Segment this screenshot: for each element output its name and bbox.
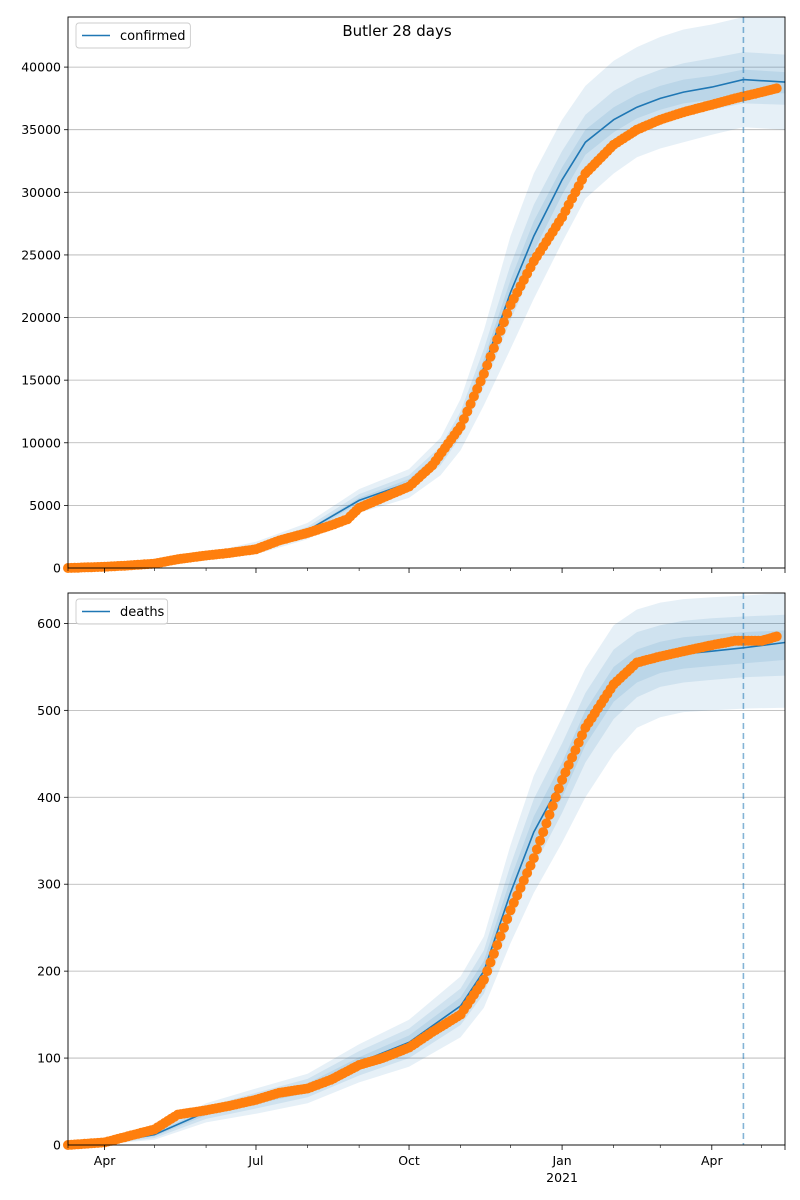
- y-tick-label: 40000: [21, 60, 61, 75]
- legend: confirmed: [75, 22, 191, 49]
- observed-point: [475, 376, 486, 387]
- observed-point: [498, 317, 509, 328]
- observed-point: [462, 406, 473, 417]
- observed-point: [538, 827, 549, 838]
- observed-point: [518, 875, 529, 886]
- observed-point: [771, 83, 782, 94]
- observed-points: [63, 83, 782, 573]
- y-tick-label: 20000: [21, 310, 61, 325]
- observed-point: [505, 905, 516, 916]
- observed-point: [478, 368, 489, 379]
- observed-point: [472, 383, 483, 394]
- observed-point: [485, 351, 496, 362]
- chart-title: Butler 28 days: [342, 22, 451, 40]
- observed-point: [577, 730, 587, 741]
- y-tick-label: 100: [37, 1051, 61, 1066]
- observed-point: [512, 890, 523, 901]
- observed-point: [468, 391, 479, 402]
- x-tick-label: Jan: [551, 1153, 571, 1168]
- model-line: [67, 78, 786, 569]
- observed-point: [465, 399, 476, 409]
- model-line: [67, 641, 786, 1146]
- y-tick-label: 400: [37, 790, 61, 805]
- observed-point: [478, 974, 489, 985]
- observed-point: [482, 360, 493, 371]
- observed-point: [531, 844, 542, 855]
- x-tick-label: Apr: [94, 1153, 116, 1168]
- y-tick-label: 300: [37, 877, 61, 892]
- observed-point: [502, 308, 513, 319]
- confidence-band: [68, 69, 785, 568]
- observed-point: [502, 914, 513, 924]
- y-tick-label: 500: [37, 703, 61, 718]
- observed-point: [528, 853, 539, 864]
- x-tick-label: Jul: [247, 1153, 263, 1168]
- observed-point: [488, 948, 499, 959]
- observed-point: [547, 801, 558, 811]
- x-tick-sublabel: 2021: [546, 1170, 578, 1185]
- observed-point: [541, 818, 552, 829]
- observed-point: [482, 966, 493, 977]
- legend-box: [75, 598, 169, 625]
- observed-point: [492, 940, 503, 951]
- y-tick-label: 5000: [29, 498, 61, 513]
- legend-label: deaths: [120, 605, 165, 620]
- observed-point: [550, 792, 561, 803]
- y-tick-label: 200: [37, 964, 61, 979]
- deaths-panel: 0 100 200 300 400 500 600 Apr Jul Oct Jan Apr 2021 de…: [37, 592, 786, 1185]
- observed-point: [485, 957, 496, 968]
- observed-point: [570, 745, 581, 756]
- legend-label: confirmed: [120, 29, 186, 44]
- observed-point: [557, 774, 568, 785]
- legend-box: [75, 22, 191, 49]
- y-tick-label: 10000: [21, 435, 61, 450]
- observed-point: [525, 860, 536, 871]
- y-tick-label: 0: [53, 1138, 61, 1153]
- axes-frame: [67, 16, 786, 569]
- observed-point: [535, 835, 546, 846]
- observed-point: [544, 809, 555, 820]
- legend: deaths: [75, 598, 169, 625]
- observed-point: [495, 931, 506, 942]
- observed-point: [771, 631, 782, 642]
- y-tick-label: 600: [37, 616, 61, 631]
- y-tick-label: 30000: [21, 185, 61, 200]
- observed-point: [455, 421, 466, 432]
- observed-point: [495, 325, 506, 336]
- observed-point: [563, 760, 574, 770]
- observed-point: [553, 783, 564, 794]
- observed-point: [492, 334, 503, 345]
- axes-frame: [67, 592, 786, 1146]
- y-tick-label: 0: [53, 561, 61, 576]
- observed-points: [63, 631, 782, 1150]
- y-tick-label: 15000: [21, 373, 61, 388]
- observed-point: [458, 414, 469, 424]
- y-tick-label: 25000: [21, 247, 61, 262]
- x-tick-label: Apr: [701, 1153, 723, 1168]
- observed-point: [488, 343, 499, 354]
- confirmed-panel: 0 5000 10000 15000 20000 25000 30000 35000 40000…: [21, 16, 786, 576]
- y-tick-label: 35000: [21, 122, 61, 137]
- observed-point: [498, 922, 509, 933]
- confidence-band: [68, 593, 785, 1145]
- x-tick-label: Oct: [398, 1153, 420, 1168]
